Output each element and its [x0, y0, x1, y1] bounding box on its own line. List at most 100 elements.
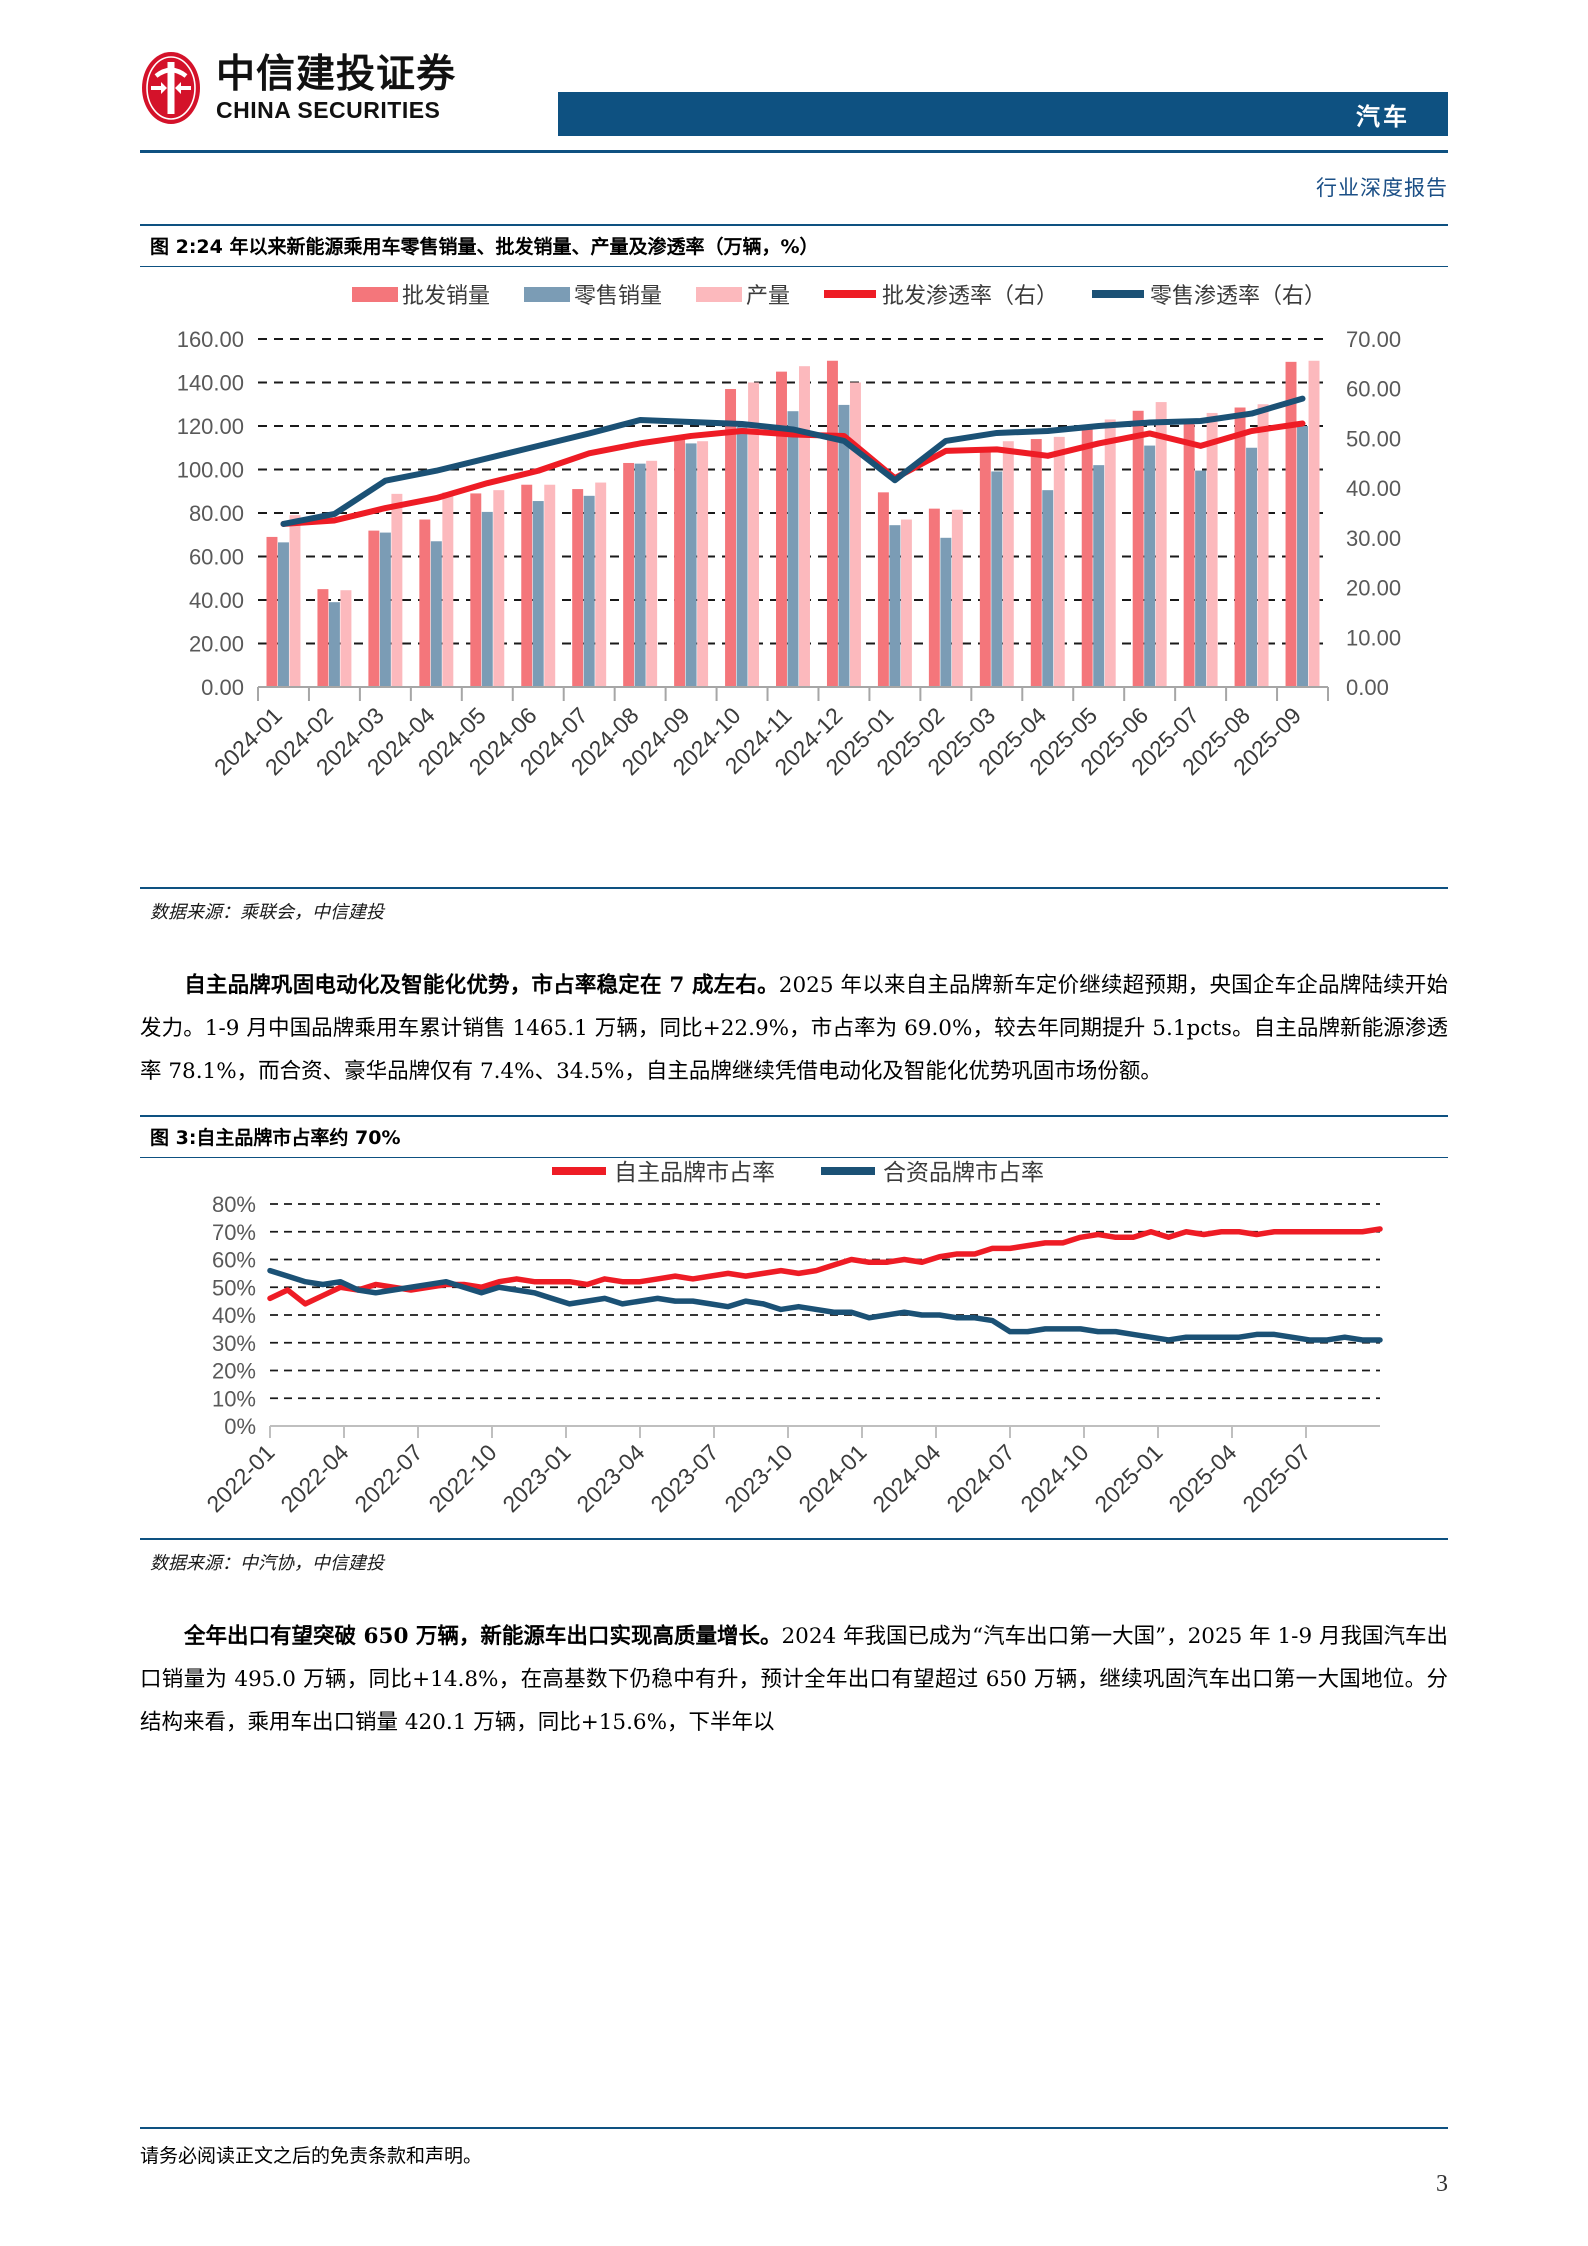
bar [889, 525, 901, 687]
bar [799, 366, 810, 687]
bar [532, 501, 544, 687]
y2-axis-tick: 60.00 [1346, 377, 1401, 402]
bar [1144, 445, 1156, 687]
paragraph1-lead: 自主品牌巩固电动化及智能化优势，市占率稳定在 7 成左右。 [184, 973, 779, 998]
footer-divider [140, 2126, 1448, 2129]
page-header: 中信建投证券 CHINA SECURITIES 汽车 [140, 0, 1448, 153]
legend-swatch [821, 1167, 875, 1175]
bar [1104, 419, 1116, 687]
bar [470, 493, 482, 687]
bar [1297, 426, 1308, 687]
y2-axis-tick: 70.00 [1346, 327, 1401, 352]
figure2-svg: 批发销量 零售销量 产量 批发渗透率（右） 零售渗透率（右） 0.00 20.00 40.00… [177, 284, 1401, 780]
x-axis-label: 2022-04 [275, 1439, 353, 1517]
y-axis-tick: 20% [212, 1359, 256, 1384]
y2-axis-tick: 0.00 [1346, 675, 1389, 700]
bar [379, 532, 391, 687]
legend-swatch [352, 287, 398, 302]
figure2-axis [257, 686, 1329, 701]
paragraph2-lead: 全年出口有望突破 650 万辆，新能源车出口实现高质量增长。 [184, 1624, 782, 1649]
figure2-legend: 批发销量 零售销量 产量 批发渗透率（右） 零售渗透率（右） [352, 284, 1326, 309]
figure3-chart: 自主品牌市占率 合资品牌市占率 0% 10% 20% 30% 40% 50% 60% 70% 80%… [140, 1158, 1448, 1538]
y-axis-tick: 0% [224, 1414, 256, 1439]
figure3-axis [269, 1425, 1380, 1438]
bar [634, 463, 646, 687]
bar [391, 493, 403, 687]
figure2-source: 数据来源：乘联会，中信建投 [140, 887, 1448, 924]
y-axis-tick: 30% [212, 1331, 256, 1356]
figure2-title: 图 2:24 年以来新能源乘用车零售销量、批发销量、产量及渗透率（万辆，%） [140, 224, 1448, 267]
line-series [280, 395, 1306, 527]
bar [340, 590, 352, 687]
bar [928, 508, 940, 687]
bar [1308, 360, 1320, 687]
bar [328, 602, 340, 687]
line-series [267, 1226, 1383, 1307]
x-axis-label: 2023-07 [645, 1439, 723, 1517]
y-axis-tick: 20.00 [189, 632, 244, 657]
paragraph1-rest: 2025 年以来自主品牌新车定价继续超预期，央国企车企品牌陆续开始发力。1-9 … [140, 973, 1448, 1084]
y2-axis-tick: 20.00 [1346, 576, 1401, 601]
bar [442, 492, 454, 687]
figure3-legend: 自主品牌市占率 合资品牌市占率 [552, 1160, 1044, 1186]
footer-disclaimer: 请务必阅读正文之后的免责条款和声明。 [140, 2145, 483, 2167]
bar [838, 404, 850, 687]
x-axis-label: 2025-04 [1163, 1439, 1241, 1517]
bar [368, 530, 380, 687]
logo-chinese-name: 中信建投证券 [216, 51, 457, 97]
bar [595, 482, 607, 687]
bar [317, 589, 329, 688]
bar [674, 439, 686, 687]
legend-label: 批发渗透率（右） [882, 284, 1058, 309]
bar [266, 536, 278, 687]
bar [1234, 407, 1246, 687]
paragraph2-rest: 2024 年我国已成为“汽车出口第一大国”，2025 年 1-9 月我国汽车出口… [140, 1624, 1448, 1735]
x-axis-label: 2022-10 [423, 1439, 501, 1517]
bar [979, 447, 991, 687]
bar [481, 511, 493, 687]
x-axis-label: 2022-01 [201, 1439, 279, 1517]
legend-swatch [696, 287, 742, 302]
bar [623, 462, 635, 687]
legend-label: 产量 [746, 284, 790, 309]
bar [736, 427, 748, 687]
report-type-label: 行业深度报告 [1316, 176, 1448, 200]
bar [646, 460, 658, 687]
x-axis-label: 2023-10 [719, 1439, 797, 1517]
logo-english-name: CHINA SECURITIES [216, 96, 441, 123]
y-axis-tick: 50% [212, 1275, 256, 1300]
bar [1183, 420, 1195, 687]
logo-mark-icon [142, 52, 200, 124]
bar [1042, 490, 1054, 687]
y-axis-tick: 80% [212, 1192, 256, 1217]
bar [583, 495, 595, 687]
figure3-xlabels: 2022-012022-042022-072022-102023-012023-… [201, 1439, 1315, 1517]
bar [685, 443, 697, 687]
x-axis-label: 2024-04 [867, 1439, 945, 1517]
legend-label: 零售渗透率（右） [1150, 284, 1326, 309]
x-axis-label: 2025-07 [1237, 1439, 1315, 1517]
bar [1081, 427, 1093, 687]
y-axis-tick: 60.00 [189, 545, 244, 570]
bar [951, 509, 963, 687]
y2-axis-tick: 40.00 [1346, 476, 1401, 501]
bar [849, 382, 861, 687]
line-series [267, 1267, 1383, 1343]
bar [1002, 441, 1014, 687]
y-axis-tick: 40.00 [189, 588, 244, 613]
y2-axis-tick: 10.00 [1346, 625, 1401, 650]
y-axis-tick: 80.00 [189, 501, 244, 526]
bar [1093, 465, 1105, 687]
figure3-title: 图 3:自主品牌市占率约 70% [140, 1115, 1448, 1158]
figure2-xlabels: 2024-012024-022024-032024-042024-052024-… [209, 702, 1306, 780]
x-axis-label: 2024-01 [793, 1439, 871, 1517]
page-footer: 请务必阅读正文之后的免责条款和声明。 3 [140, 2126, 1448, 2197]
bar [419, 519, 431, 687]
bar [430, 541, 442, 687]
legend-swatch [552, 1167, 606, 1175]
y-axis-tick: 60% [212, 1248, 256, 1273]
bar [1132, 410, 1144, 687]
legend-label: 零售销量 [574, 284, 662, 309]
y-axis-tick: 40% [212, 1303, 256, 1328]
